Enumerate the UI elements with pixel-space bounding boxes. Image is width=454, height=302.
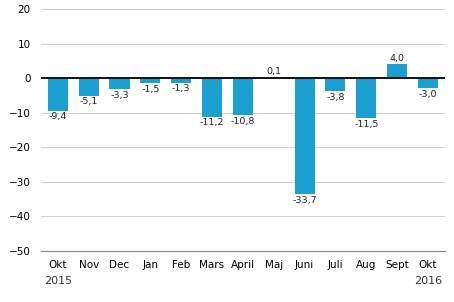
Text: -1,5: -1,5 [141, 85, 159, 94]
Bar [79, 78, 99, 96]
Bar [387, 64, 407, 78]
Text: -3,0: -3,0 [419, 90, 437, 99]
Text: -3,8: -3,8 [326, 93, 345, 102]
Bar [48, 78, 68, 111]
Text: -33,7: -33,7 [292, 196, 317, 205]
Bar [140, 78, 160, 83]
Bar [171, 78, 191, 82]
Text: -5,1: -5,1 [79, 98, 98, 106]
Text: -3,3: -3,3 [110, 91, 129, 100]
Text: 4,0: 4,0 [390, 53, 405, 63]
Bar [295, 78, 315, 194]
Text: -1,3: -1,3 [172, 84, 190, 93]
Bar [202, 78, 222, 117]
Bar [109, 78, 129, 89]
Bar [356, 78, 376, 118]
Text: 0,1: 0,1 [266, 67, 281, 76]
Bar [418, 78, 438, 88]
Text: -10,8: -10,8 [231, 117, 255, 126]
Text: -11,5: -11,5 [354, 120, 379, 129]
Bar [233, 78, 253, 115]
Text: -9,4: -9,4 [49, 112, 67, 121]
Bar [326, 78, 345, 91]
Text: 2015: 2015 [44, 276, 72, 286]
Text: -11,2: -11,2 [200, 118, 224, 127]
Text: 2016: 2016 [414, 276, 442, 286]
